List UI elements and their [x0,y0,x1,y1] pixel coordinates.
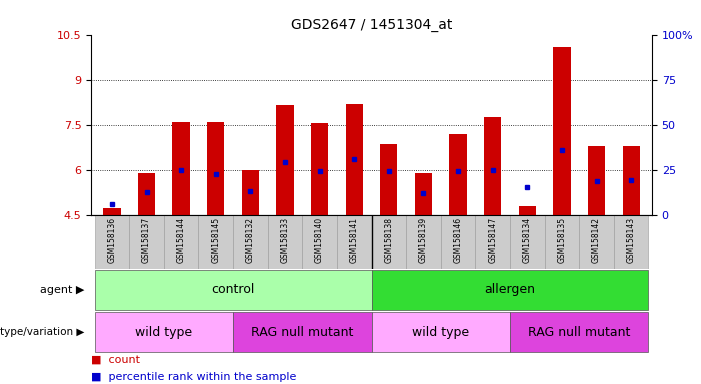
Bar [484,117,501,215]
Text: GSM158140: GSM158140 [315,217,324,263]
Bar [406,215,441,269]
Bar [95,215,129,269]
Bar [380,144,397,215]
Bar [198,215,233,269]
Text: GSM158133: GSM158133 [280,217,290,263]
Bar [372,270,648,310]
Bar [346,104,363,215]
Text: ■  percentile rank within the sample: ■ percentile rank within the sample [91,372,297,382]
Bar [519,206,536,215]
Bar [103,207,121,215]
Bar [553,46,571,215]
Bar [510,312,648,353]
Bar [95,270,372,310]
Text: GSM158136: GSM158136 [107,217,116,263]
Text: GSM158146: GSM158146 [454,217,463,263]
Text: GSM158132: GSM158132 [246,217,255,263]
Bar [475,215,510,269]
Bar [207,122,224,215]
Bar [95,312,233,353]
Bar [138,173,155,215]
Text: GSM158138: GSM158138 [384,217,393,263]
Bar [311,123,328,215]
Text: RAG null mutant: RAG null mutant [251,326,353,339]
Text: genotype/variation ▶: genotype/variation ▶ [0,327,84,337]
Title: GDS2647 / 1451304_at: GDS2647 / 1451304_at [291,18,452,32]
Bar [164,215,198,269]
Bar [302,215,337,269]
Text: wild type: wild type [135,326,192,339]
Text: GSM158144: GSM158144 [177,217,186,263]
Text: GSM158135: GSM158135 [557,217,566,263]
Bar [588,146,605,215]
Bar [242,170,259,215]
Text: wild type: wild type [412,326,470,339]
Bar [415,173,432,215]
Text: control: control [212,283,254,296]
Bar [172,122,190,215]
Bar [372,215,406,269]
Bar [449,134,467,215]
Bar [276,105,294,215]
Bar [372,312,510,353]
Bar [622,146,640,215]
Text: GSM158147: GSM158147 [488,217,497,263]
Text: GSM158141: GSM158141 [350,217,359,263]
Bar [545,215,579,269]
Bar [233,215,268,269]
Text: allergen: allergen [484,283,536,296]
Bar [441,215,475,269]
Bar [233,312,372,353]
Bar [268,215,302,269]
Text: GSM158139: GSM158139 [419,217,428,263]
Text: GSM158143: GSM158143 [627,217,636,263]
Bar [510,215,545,269]
Text: GSM158145: GSM158145 [211,217,220,263]
Bar [129,215,164,269]
Bar [337,215,372,269]
Bar [579,215,614,269]
Text: ■  count: ■ count [91,355,140,365]
Text: GSM158137: GSM158137 [142,217,151,263]
Text: GSM158142: GSM158142 [592,217,601,263]
Text: agent ▶: agent ▶ [40,285,84,295]
Bar [614,215,648,269]
Text: RAG null mutant: RAG null mutant [528,326,630,339]
Text: GSM158134: GSM158134 [523,217,532,263]
